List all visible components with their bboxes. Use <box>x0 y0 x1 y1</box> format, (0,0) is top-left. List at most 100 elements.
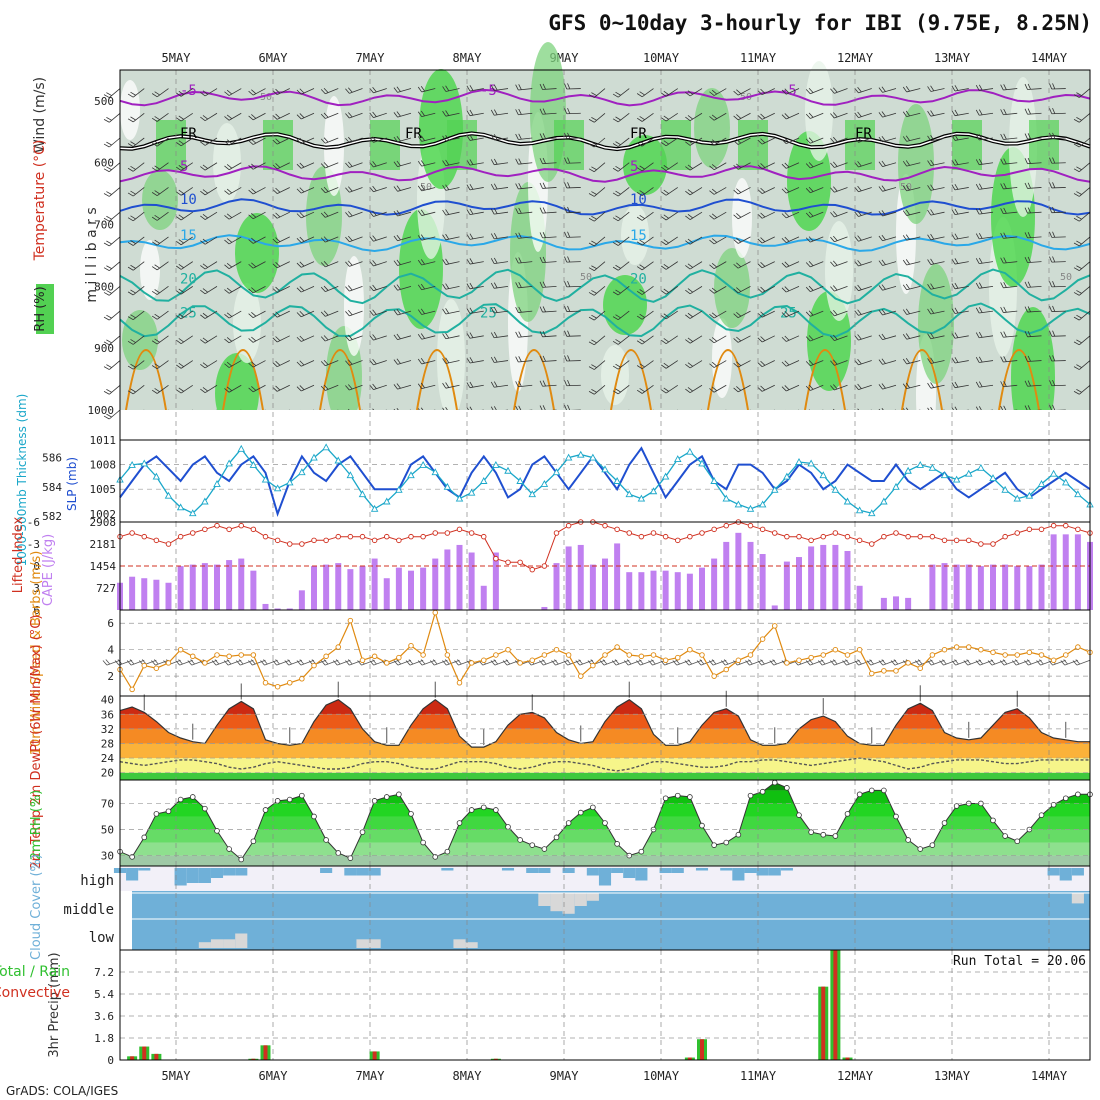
cape-bar <box>189 564 196 610</box>
wind-barb <box>761 261 775 269</box>
lifted-index-point <box>978 541 984 547</box>
surface-temperature-contour <box>707 349 749 411</box>
wind-barb <box>228 261 242 269</box>
wind-barb-feather <box>833 310 838 316</box>
wind-barb <box>834 112 848 119</box>
wind-barb <box>665 162 678 171</box>
wind-barb-feather <box>591 166 597 171</box>
wind-barb <box>664 659 678 666</box>
wind-barb-feather <box>200 289 206 295</box>
wind-barb-feather <box>1027 182 1031 189</box>
wind-barb-feather <box>539 108 543 115</box>
temperature-contour-label: 10 <box>180 192 197 208</box>
thickness-point <box>164 491 173 499</box>
wind-barb-feather <box>1049 330 1053 337</box>
wind-barb-feather <box>417 660 423 666</box>
precip-legend-total: Total / Rain <box>0 964 70 980</box>
wind-barb-feather <box>954 134 959 141</box>
wind-barb-feather <box>176 216 182 221</box>
lifted-index-point <box>602 522 608 529</box>
wind-barb-feather <box>490 183 495 190</box>
thickness-point <box>843 497 852 505</box>
cape-tick-label: 1454 <box>90 560 117 573</box>
lifted-index-point <box>929 533 936 540</box>
rh-point <box>990 817 996 824</box>
wind-barb <box>397 211 412 217</box>
wind-barb-feather <box>178 90 184 95</box>
wind-barb-feather <box>272 90 278 95</box>
wind-speed-point <box>177 646 184 653</box>
wind-barb <box>397 137 412 143</box>
wind-barb-feather <box>493 356 498 363</box>
wind-barb <box>882 310 897 316</box>
wind-barb <box>325 187 339 194</box>
wind-barb-feather <box>685 240 691 245</box>
wind-speed-point <box>966 644 972 650</box>
wind-barb-feather <box>272 164 278 170</box>
wind-barb <box>786 261 800 268</box>
wind-barb <box>349 310 363 317</box>
wind-barb-feather <box>151 660 156 666</box>
rh-point <box>153 811 160 817</box>
rh-tick-label: 50 <box>101 824 114 837</box>
wind-barb-feather <box>1076 339 1082 344</box>
wind-speed-point <box>650 652 657 658</box>
wind-barb <box>689 187 703 196</box>
cape-bar <box>905 597 912 610</box>
wind-barb-feather <box>226 386 233 392</box>
wind-barb-feather <box>178 659 183 665</box>
rh-point <box>165 808 172 815</box>
wind-barb-feather <box>493 84 498 91</box>
wind-barb <box>713 187 727 195</box>
cape-bar <box>383 578 390 610</box>
wind-barb-feather <box>226 89 233 95</box>
wind-speed-point <box>541 652 548 658</box>
wind-barb-feather <box>393 210 398 217</box>
wind-barb-feather <box>1072 660 1078 666</box>
wind-barb <box>640 659 654 666</box>
wind-barb-feather <box>154 363 160 368</box>
wind-barb-feather <box>927 110 932 117</box>
wind-barb-feather <box>178 115 184 120</box>
wind-barb-feather <box>830 137 835 144</box>
wind-barb <box>761 187 775 194</box>
wind-barb-feather <box>711 188 718 194</box>
wind-barb-feather <box>564 182 568 189</box>
wind-barb-feather <box>830 286 835 292</box>
wind-barb-feather <box>881 160 886 166</box>
wind-barb-feather <box>954 307 959 314</box>
wind-barb <box>555 659 569 666</box>
wind-barb <box>215 659 230 666</box>
wind-barb-feather <box>757 288 763 293</box>
cape-bar <box>286 608 293 610</box>
wind-barb-feather <box>200 190 206 196</box>
wind-barb-feather <box>127 291 134 296</box>
wind-barb-feather <box>1024 83 1028 90</box>
wind-barb <box>542 261 557 264</box>
wind-barb <box>325 335 339 342</box>
wind-barb <box>858 360 872 366</box>
wind-barb-feather <box>515 331 519 338</box>
wind-barb-feather <box>1052 83 1056 90</box>
wind-barb-feather <box>881 86 886 92</box>
wind-barb-feather <box>639 190 645 195</box>
wind-barb <box>446 659 460 666</box>
wind-barb-feather <box>833 161 838 167</box>
wind-barb-feather <box>687 337 693 342</box>
wind-barb-feather <box>1073 242 1080 247</box>
wind-barb-feather <box>1024 256 1028 263</box>
wind-barb <box>325 360 339 367</box>
wind-barb-feather <box>445 258 450 265</box>
wind-barb <box>397 335 412 341</box>
wind-barb <box>641 286 654 295</box>
wind-speed-point <box>1026 649 1033 656</box>
wind-barb-feather <box>881 659 887 665</box>
wind-barb <box>882 236 897 242</box>
wind-barb-feather <box>190 659 195 665</box>
wind-barb-feather <box>178 338 184 343</box>
wind-speed-point <box>578 673 584 679</box>
wind-barb-feather <box>857 383 862 389</box>
wind-barb <box>882 360 897 365</box>
wind-barb-feather <box>687 115 693 120</box>
wind-speed-point <box>953 644 960 650</box>
